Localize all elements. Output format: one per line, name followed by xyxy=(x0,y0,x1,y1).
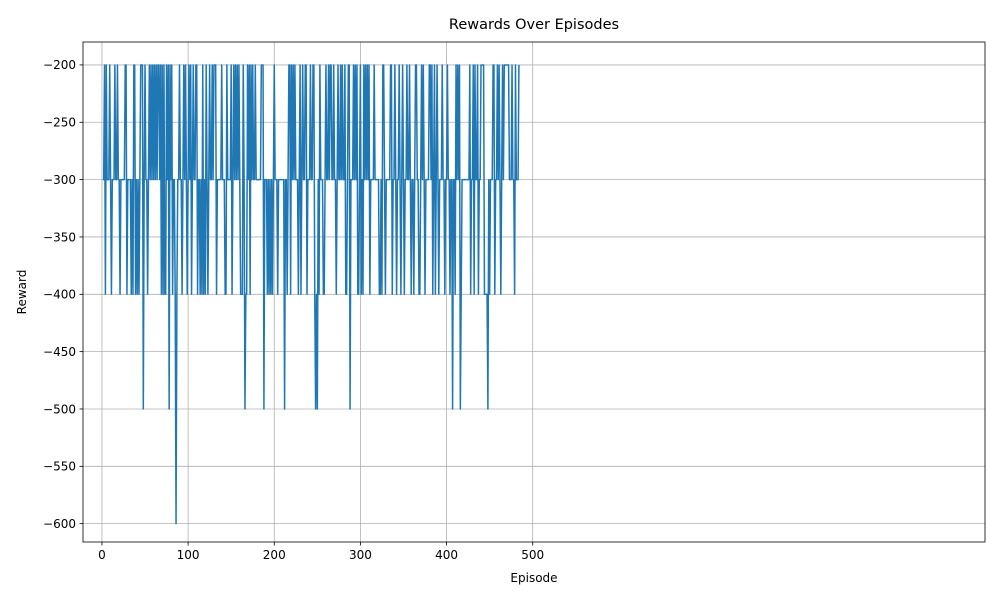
y-tick-label: −250 xyxy=(43,116,76,130)
ticks: 0 100 200 300 400 500 −600 −550 −500 −450 −400 −350… xyxy=(43,58,544,562)
plot-area xyxy=(102,64,520,525)
x-tick-label: 200 xyxy=(263,548,286,562)
x-tick-label: 400 xyxy=(435,548,458,562)
y-tick-label: −300 xyxy=(43,173,76,187)
chart-title: Rewards Over Episodes xyxy=(449,17,619,33)
y-tick-label: −400 xyxy=(43,288,76,302)
axes-frame xyxy=(82,41,986,543)
y-tick-label: −350 xyxy=(43,230,76,244)
y-tick-label: −200 xyxy=(43,58,76,72)
y-tick-label: −550 xyxy=(43,460,76,474)
y-tick-label: −500 xyxy=(43,402,76,416)
y-axis-label: Reward xyxy=(15,270,29,315)
x-tick-label: 0 xyxy=(98,548,106,562)
reward-series-line xyxy=(102,64,520,525)
y-tick-label: −450 xyxy=(43,345,76,359)
x-axis-label: Episode xyxy=(510,571,557,585)
x-tick-label: 100 xyxy=(177,548,200,562)
y-tick-label: −600 xyxy=(43,517,76,531)
x-tick-label: 300 xyxy=(349,548,372,562)
x-tick-label: 500 xyxy=(521,548,544,562)
